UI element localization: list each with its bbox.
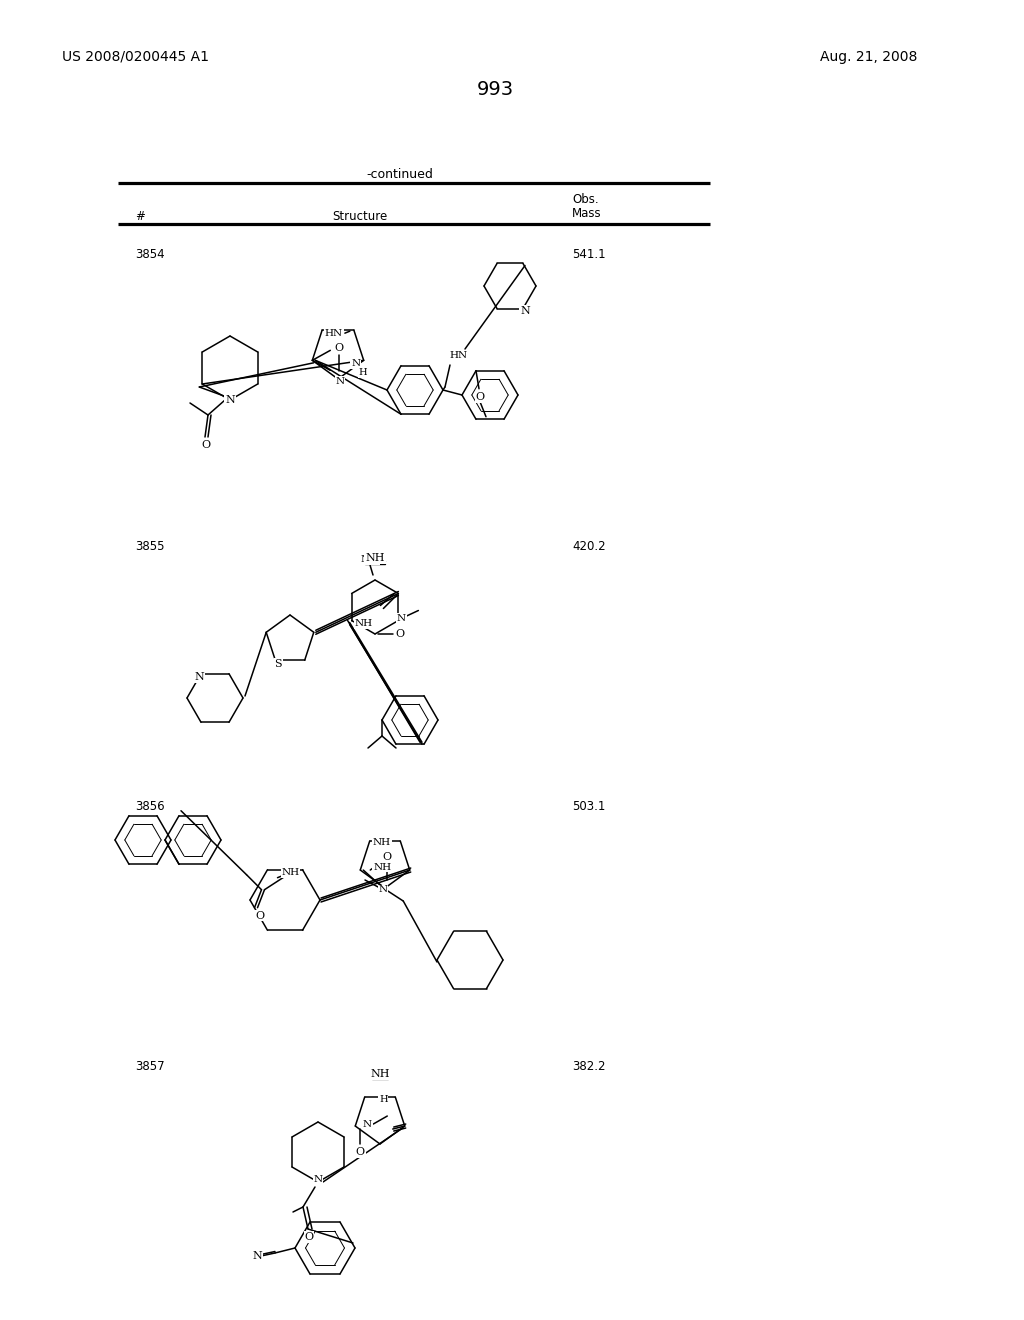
Text: N: N	[379, 886, 387, 895]
Text: NH: NH	[282, 869, 300, 878]
Text: N: N	[313, 1175, 323, 1184]
Text: O: O	[304, 1232, 313, 1242]
Text: N: N	[362, 1119, 372, 1129]
Text: N: N	[520, 305, 529, 315]
Text: N: N	[225, 395, 234, 405]
Text: NH: NH	[371, 1069, 390, 1078]
Text: O: O	[355, 1147, 365, 1158]
Text: O: O	[475, 392, 484, 401]
Text: NH: NH	[373, 838, 391, 847]
Text: 993: 993	[476, 81, 514, 99]
Text: US 2008/0200445 A1: US 2008/0200445 A1	[62, 50, 209, 63]
Text: -continued: -continued	[367, 168, 433, 181]
Text: N: N	[397, 614, 406, 623]
Text: O: O	[255, 911, 264, 920]
Text: 3854: 3854	[135, 248, 165, 261]
Text: HN: HN	[325, 329, 343, 338]
Text: Mass: Mass	[572, 207, 602, 220]
Text: 503.1: 503.1	[572, 800, 605, 813]
Text: NH: NH	[366, 553, 385, 564]
Text: O: O	[395, 630, 404, 639]
Text: Structure: Structure	[333, 210, 388, 223]
Text: Aug. 21, 2008: Aug. 21, 2008	[820, 50, 918, 63]
Text: 3856: 3856	[135, 800, 165, 813]
Text: Obs.: Obs.	[572, 193, 599, 206]
Text: NH: NH	[373, 862, 391, 871]
Text: S: S	[274, 659, 283, 669]
Text: O: O	[382, 851, 391, 862]
Text: O: O	[335, 343, 344, 352]
Text: NH: NH	[360, 556, 379, 565]
Text: 3857: 3857	[135, 1060, 165, 1073]
Text: HN: HN	[450, 351, 468, 359]
Text: N: N	[351, 359, 360, 368]
Text: 3855: 3855	[135, 540, 165, 553]
Text: 420.2: 420.2	[572, 540, 605, 553]
Text: O: O	[202, 440, 211, 450]
Text: H: H	[379, 1096, 388, 1105]
Text: N: N	[195, 672, 204, 681]
Text: 382.2: 382.2	[572, 1060, 605, 1073]
Text: H: H	[358, 368, 367, 376]
Text: #: #	[135, 210, 144, 223]
Text: N: N	[252, 1251, 262, 1261]
Text: NH: NH	[354, 619, 373, 628]
Text: 541.1: 541.1	[572, 248, 605, 261]
Text: N: N	[336, 376, 344, 385]
